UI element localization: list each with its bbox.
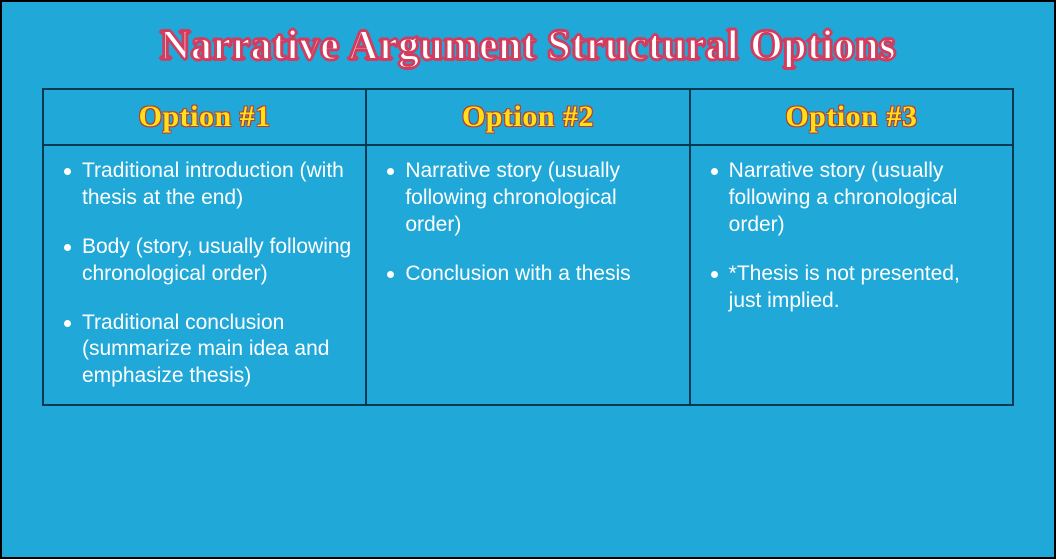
option-2-list: Narrative story (usually following chron…: [381, 158, 674, 288]
list-item: Conclusion with a thesis: [381, 261, 674, 288]
infographic-panel: Narrative Argument Structural Options Op…: [0, 0, 1056, 559]
column-header-option-3: Option #3: [690, 89, 1013, 145]
list-item: Narrative story (usually following a chr…: [705, 158, 998, 239]
list-item: Body (story, usually following chronolog…: [58, 234, 351, 288]
cell-option-3: Narrative story (usually following a chr…: [690, 145, 1013, 405]
option-1-list: Traditional introduction (with thesis at…: [58, 158, 351, 390]
column-header-option-2: Option #2: [366, 89, 689, 145]
list-item: Narrative story (usually following chron…: [381, 158, 674, 239]
table-header-row: Option #1 Option #2 Option #3: [43, 89, 1013, 145]
column-header-option-1: Option #1: [43, 89, 366, 145]
page-title: Narrative Argument Structural Options: [42, 22, 1014, 70]
list-item: Traditional conclusion (summarize main i…: [58, 310, 351, 391]
cell-option-2: Narrative story (usually following chron…: [366, 145, 689, 405]
options-table: Option #1 Option #2 Option #3 Traditiona…: [42, 88, 1014, 406]
list-item: *Thesis is not presented, just implied.: [705, 261, 998, 315]
cell-option-1: Traditional introduction (with thesis at…: [43, 145, 366, 405]
list-item: Traditional introduction (with thesis at…: [58, 158, 351, 212]
option-3-list: Narrative story (usually following a chr…: [705, 158, 998, 314]
table-row: Traditional introduction (with thesis at…: [43, 145, 1013, 405]
